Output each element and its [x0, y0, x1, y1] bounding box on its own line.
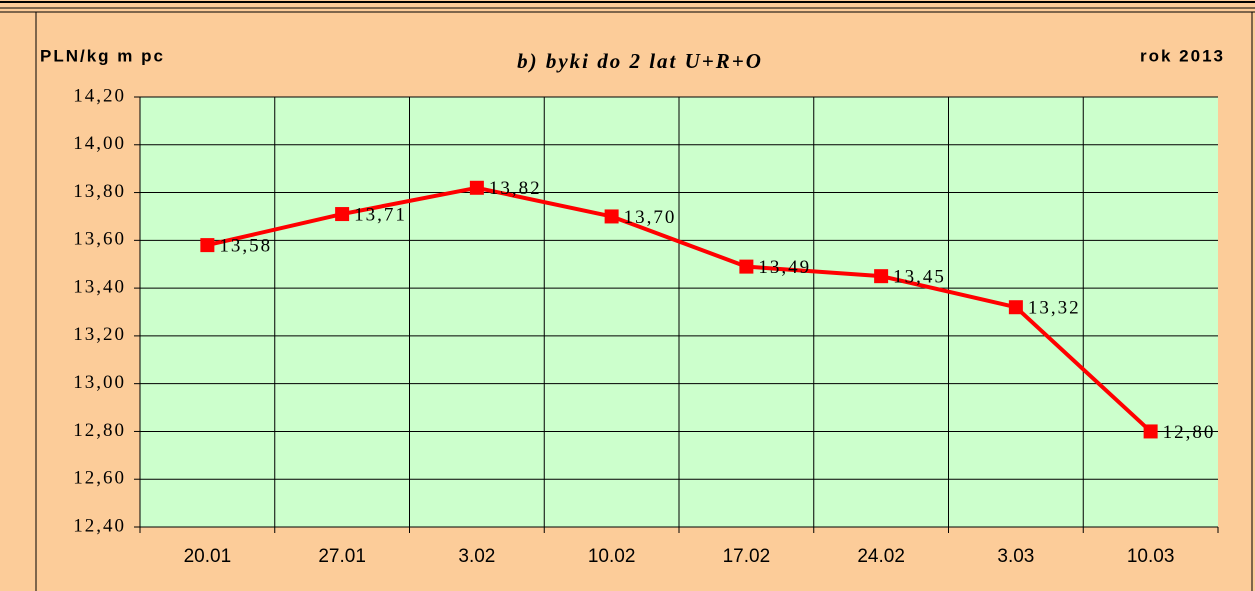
data-label: 13,32 [1028, 298, 1081, 319]
y-tick-label: 13,40 [73, 276, 126, 297]
y-tick-label: 13,00 [73, 372, 126, 393]
data-label: 12,80 [1163, 422, 1216, 443]
series-line [206, 185, 1152, 433]
marker [1143, 424, 1158, 439]
y-tick-label: 13,60 [73, 229, 126, 250]
x-tick-label: 17.02 [723, 546, 771, 567]
x-tick-label: 10.02 [588, 546, 636, 567]
marker [200, 238, 215, 253]
marker [469, 180, 484, 195]
data-label: 13,71 [354, 204, 407, 225]
y-tick-label: 14,00 [73, 133, 126, 154]
y-label: PLN/kg m pc [40, 46, 165, 65]
y-tick-label: 13,80 [73, 181, 126, 202]
marker [604, 209, 619, 224]
marker [1008, 300, 1023, 315]
y-tick-label: 12,80 [73, 420, 126, 441]
data-label: 13,70 [624, 207, 677, 228]
x-tick-label: 3.02 [458, 546, 495, 567]
chart-title: b) byki do 2 lat U+R+O [517, 49, 763, 73]
x-tick-label: 3.03 [997, 546, 1034, 567]
marker [739, 259, 754, 274]
y-tick-label: 12,40 [73, 515, 126, 536]
x-tick-label: 20.01 [184, 546, 232, 567]
x-tick-label: 24.02 [857, 546, 905, 567]
y-tick-label: 14,20 [73, 85, 126, 106]
data-label: 13,49 [758, 257, 811, 278]
data-label: 13,82 [489, 178, 542, 199]
marker [335, 207, 350, 222]
x-tick-label: 10.03 [1127, 546, 1175, 567]
x-tick-label: 27.01 [318, 546, 366, 567]
subtitle: rok 2013 [1140, 46, 1225, 65]
y-tick-label: 12,60 [73, 468, 126, 489]
data-label: 13,45 [893, 267, 946, 288]
marker [874, 269, 889, 284]
y-tick-label: 13,20 [73, 324, 126, 345]
data-label: 13,58 [219, 235, 272, 256]
